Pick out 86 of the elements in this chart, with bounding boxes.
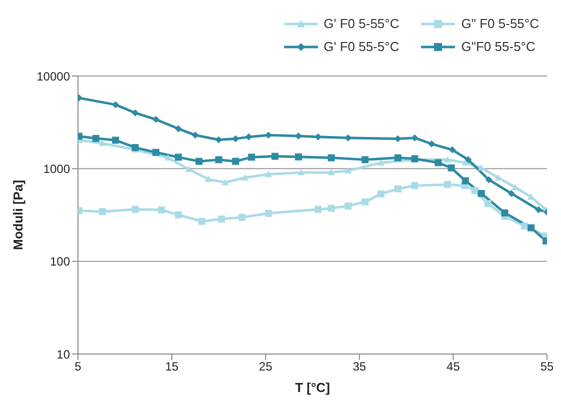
point [528,224,535,232]
point [464,156,472,164]
point [362,198,369,206]
point [448,146,456,154]
x-tick-label: 35 [352,360,366,374]
point [462,177,469,184]
point [232,135,240,142]
point [196,158,202,165]
point [294,153,302,160]
point [174,125,182,132]
x-tick-label: 25 [258,360,273,374]
point [478,164,485,171]
point [248,154,256,161]
legend-label: G" F0 5-55°C [461,16,539,31]
point [158,206,165,214]
point [377,190,384,198]
point [344,202,352,210]
x-tick-label: 5 [74,360,82,374]
x-tick-label: 15 [165,360,179,374]
point [152,116,160,123]
point [394,185,402,192]
point [344,134,352,142]
point [245,133,252,140]
point [478,190,485,197]
point [185,166,192,172]
point [328,168,335,176]
point [362,156,369,164]
x-axis-title: T [°C] [295,380,330,395]
legend-label: G' F0 55-5°C [324,39,400,54]
point [98,140,106,146]
x-tick-label: 45 [446,360,460,374]
legend-label: G' F0 5-55°C [324,16,400,31]
point [204,176,212,182]
point [238,214,246,221]
point [485,176,492,184]
point [241,174,248,180]
point [271,152,278,160]
point [215,136,222,144]
point [198,218,206,225]
y-tick-label: 10000 [36,69,70,84]
point [520,222,528,230]
point [132,109,139,116]
point [264,132,272,139]
y-tick-label: 1000 [43,162,70,176]
point [192,132,199,139]
point [448,164,455,172]
point [501,209,508,216]
point [462,159,469,166]
point [112,101,120,108]
point [377,159,384,166]
point [298,168,305,176]
point [344,167,352,174]
point [314,206,322,213]
point [222,178,229,186]
point [152,148,160,156]
point [508,190,515,197]
point [328,154,335,162]
point [264,170,272,178]
point [264,210,272,217]
y-tick-label: 10 [56,347,70,362]
point [444,180,452,188]
point [112,136,120,144]
point [484,200,492,208]
point [314,133,322,140]
point [328,204,335,212]
point [232,158,240,165]
point [434,159,442,166]
point [98,208,106,216]
point [92,134,100,142]
point [411,134,418,142]
point [132,206,139,213]
point [444,156,452,162]
y-tick-label: 100 [50,254,70,269]
point [174,211,182,218]
x-tick-label: 55 [540,360,554,374]
point [394,154,402,162]
point [411,182,418,190]
point [174,154,182,161]
y-axis-title: Moduli [Pa] [10,180,26,250]
point [471,187,478,194]
point [164,154,172,161]
point [218,216,226,223]
point [535,206,542,214]
point [215,156,222,164]
legend-label: G"F0 55-5°C [461,39,536,54]
point [428,140,436,148]
